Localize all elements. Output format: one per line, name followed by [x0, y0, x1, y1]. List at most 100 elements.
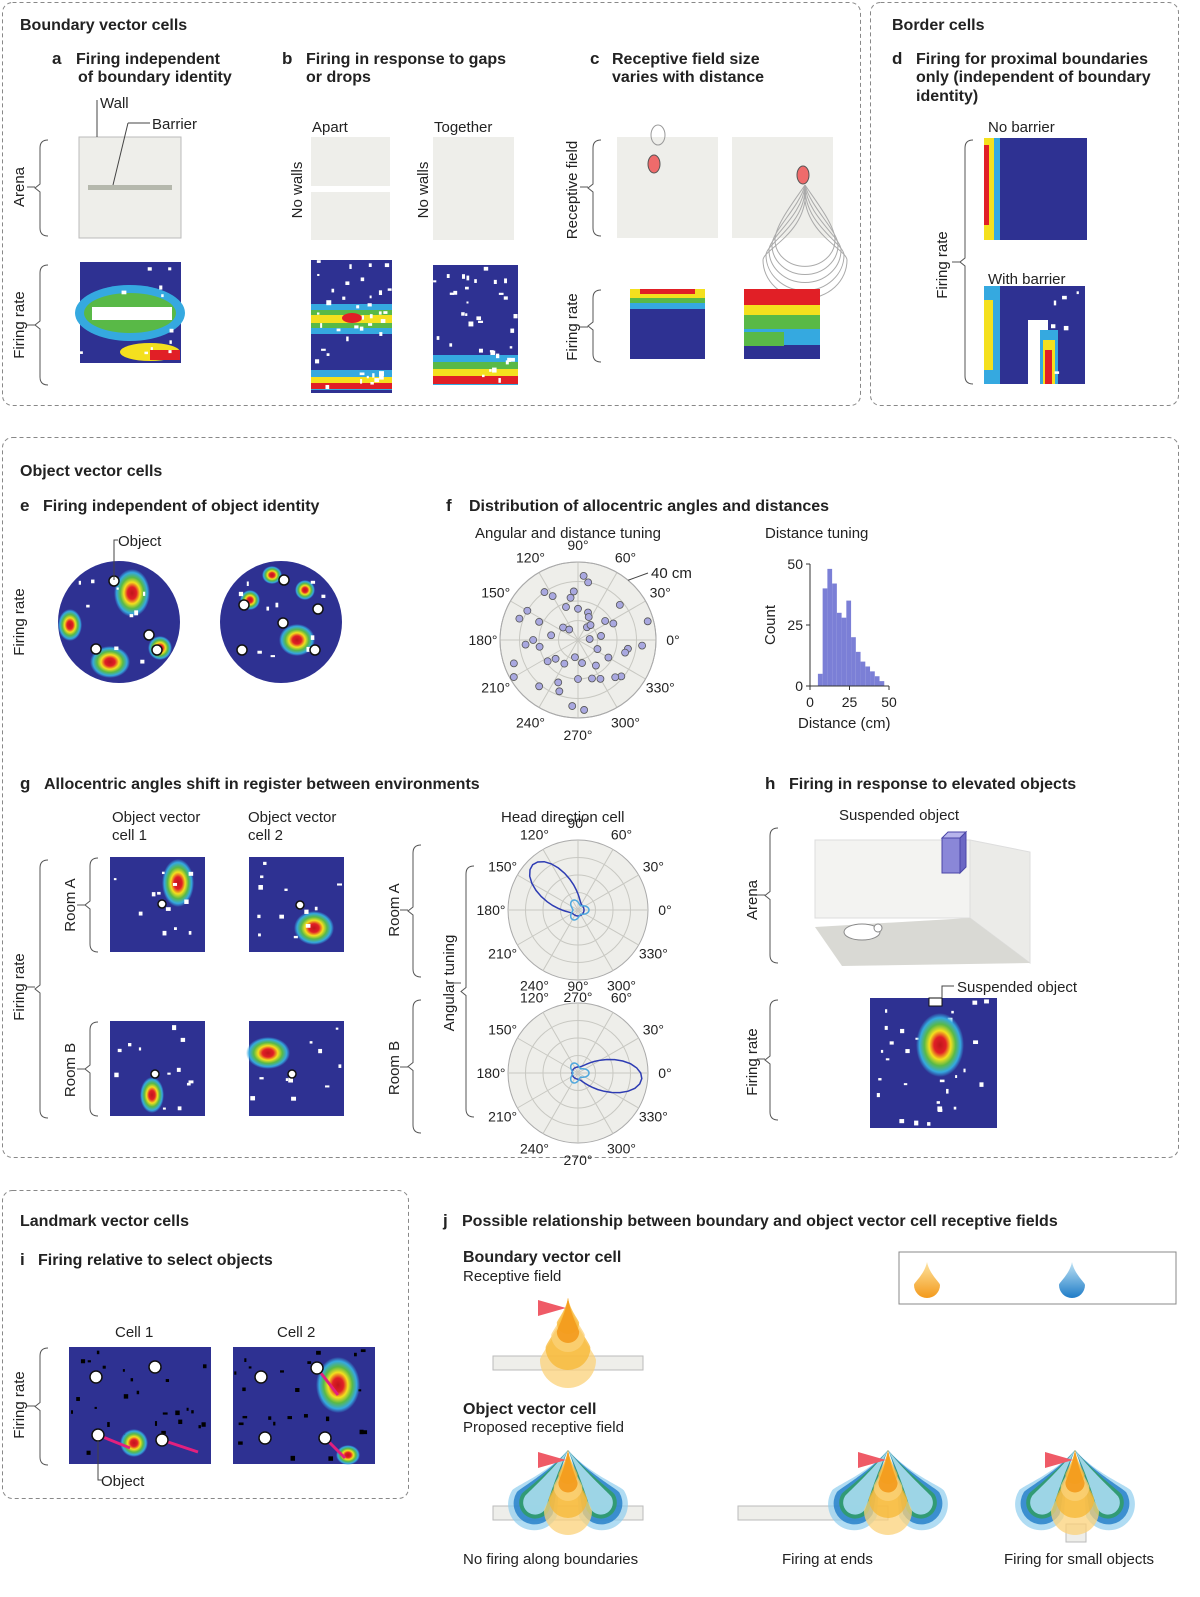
speckle — [321, 348, 326, 351]
speckle — [168, 267, 172, 271]
speckle — [1053, 300, 1057, 306]
speckle — [180, 1037, 186, 1042]
speckle — [367, 303, 372, 307]
receptive-field — [774, 184, 836, 267]
speckle — [134, 610, 139, 616]
hot-spot — [316, 1357, 360, 1413]
object-marker — [254, 1370, 268, 1384]
speckle — [169, 340, 172, 344]
speckle — [238, 1422, 244, 1426]
speckle — [87, 1360, 91, 1363]
speckle — [953, 1106, 957, 1110]
speckle — [326, 353, 330, 356]
angle-tick-label: 240° — [520, 977, 549, 993]
tuning-curve — [528, 860, 585, 917]
point — [548, 592, 557, 600]
speckle — [361, 315, 365, 320]
point — [638, 641, 647, 650]
label: Firing for proximal boundaries — [916, 51, 1148, 68]
speckle — [495, 353, 500, 359]
speckle — [374, 378, 380, 383]
label: Cell 1 — [115, 1324, 153, 1341]
speckle — [80, 351, 83, 354]
label: Room B — [62, 1043, 79, 1097]
speckle — [880, 1049, 884, 1053]
speckle — [383, 311, 388, 314]
speckle — [466, 301, 469, 304]
label: Firing rate — [11, 291, 28, 359]
speckle — [474, 279, 477, 283]
speckle — [349, 264, 352, 269]
suspended-object — [941, 837, 961, 874]
speckle — [360, 277, 365, 282]
point — [621, 648, 629, 657]
label: Suspended object — [839, 807, 960, 824]
speckle — [177, 1106, 182, 1111]
speckle — [307, 1361, 312, 1364]
band — [311, 377, 392, 387]
speckle — [306, 646, 311, 652]
label: of boundary identity — [78, 69, 232, 86]
point — [574, 675, 582, 683]
label: Distribution of allocentric angles and d… — [469, 498, 829, 515]
label: Boundary vector cell — [463, 1249, 621, 1266]
object-marker — [150, 1069, 160, 1079]
bar — [851, 637, 856, 686]
angle-tick-label: 210° — [488, 1109, 517, 1125]
bracket — [34, 859, 49, 1119]
object-marker — [90, 643, 102, 655]
flag — [1045, 1452, 1073, 1468]
speckle — [257, 650, 262, 654]
speckle — [186, 1407, 189, 1411]
speckle — [258, 933, 261, 937]
speckle — [346, 336, 349, 342]
speckle — [465, 313, 468, 316]
label: Wall — [100, 95, 129, 112]
receptive-field — [568, 1450, 613, 1515]
point — [585, 635, 594, 643]
speckle — [483, 266, 489, 271]
speckle — [1050, 324, 1056, 329]
hot-spot — [58, 609, 82, 641]
object-marker — [151, 644, 163, 656]
speckle — [345, 281, 350, 285]
point — [529, 636, 538, 644]
point — [551, 654, 560, 663]
object-marker — [287, 1069, 297, 1079]
label: With barrier — [988, 271, 1066, 288]
receptive-field — [843, 1450, 888, 1515]
angle-tick-label: 300° — [607, 977, 636, 993]
bar — [841, 617, 847, 686]
label: Cell 2 — [277, 1324, 315, 1341]
speckle — [900, 1028, 905, 1034]
speckle — [955, 1075, 958, 1078]
speckle — [295, 1387, 300, 1392]
label: a — [52, 49, 62, 68]
label: identity) — [916, 88, 978, 105]
speckle — [372, 373, 375, 378]
bracket — [84, 1021, 99, 1117]
label: Firing in response to gaps — [306, 51, 506, 68]
speckle — [885, 1009, 888, 1013]
angle-tick-label: 330° — [639, 1109, 668, 1125]
label: c — [590, 49, 599, 68]
angle-tick-label: 180° — [469, 632, 498, 648]
speckle — [288, 1077, 294, 1083]
label: Firing independent of object identity — [43, 498, 320, 515]
hot-spot — [294, 911, 334, 945]
speckle — [122, 1369, 125, 1372]
speckle — [321, 594, 326, 598]
point — [586, 621, 595, 629]
r-tick-label: 40 cm — [651, 565, 692, 582]
receptive-field — [1075, 1450, 1120, 1515]
speckle — [379, 332, 383, 336]
y-tick-label: 0 — [795, 678, 803, 694]
label: No walls — [289, 162, 306, 219]
label: Room B — [386, 1041, 403, 1095]
legend-frame — [898, 1251, 1177, 1305]
speckle — [318, 1048, 323, 1054]
leader — [941, 985, 954, 998]
receptive-field — [650, 124, 666, 146]
speckle — [489, 350, 494, 353]
